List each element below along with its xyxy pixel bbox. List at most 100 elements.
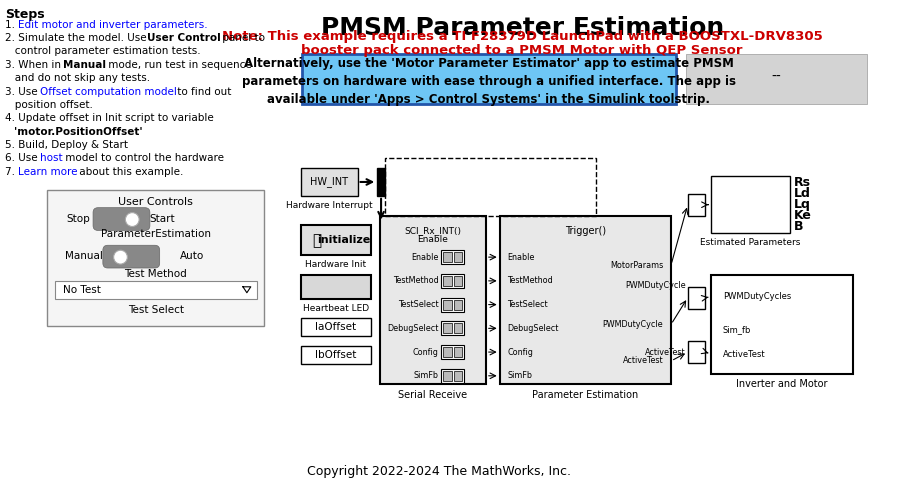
Text: User Control: User Control — [147, 33, 221, 43]
Text: Hardware Interrupt: Hardware Interrupt — [286, 201, 372, 210]
Text: Note: This example requires a TI F28379D LaunchPad with a BOOSTXL-DRV8305: Note: This example requires a TI F28379D… — [222, 30, 823, 43]
Bar — [688, 194, 705, 216]
Text: 3. Use: 3. Use — [4, 86, 40, 96]
Bar — [454, 324, 462, 333]
Text: 2. Simulate the model. Use: 2. Simulate the model. Use — [4, 33, 150, 43]
Text: Lq: Lq — [794, 198, 810, 211]
Text: Copyright 2022-2024 The MathWorks, Inc.: Copyright 2022-2024 The MathWorks, Inc. — [307, 465, 570, 478]
Text: IaOffset: IaOffset — [316, 323, 357, 332]
Text: PMSM Parameter Estimation: PMSM Parameter Estimation — [320, 16, 724, 40]
Text: Start: Start — [150, 214, 176, 224]
Text: Parameter Estimation: Parameter Estimation — [532, 390, 639, 400]
Text: ActiveTest: ActiveTest — [723, 349, 765, 359]
Bar — [443, 252, 451, 262]
Bar — [300, 168, 358, 196]
FancyBboxPatch shape — [93, 208, 150, 230]
Text: Config: Config — [508, 348, 534, 357]
Text: SCI_Rx_INT(): SCI_Rx_INT() — [405, 227, 461, 236]
Bar — [688, 287, 705, 309]
Text: 4. Update offset in Init script to variable: 4. Update offset in Init script to varia… — [4, 113, 213, 123]
Text: Manual: Manual — [63, 60, 106, 70]
Text: mode, run test in sequence: mode, run test in sequence — [105, 60, 252, 70]
Bar — [454, 252, 462, 262]
Circle shape — [114, 250, 127, 264]
Text: HW_INT: HW_INT — [310, 177, 348, 187]
Text: 3. When in: 3. When in — [4, 60, 65, 70]
Text: Enable: Enable — [508, 252, 535, 262]
Bar — [454, 276, 462, 286]
Text: ⏻: ⏻ — [312, 233, 321, 248]
Text: booster pack connected to a PMSM Motor with QEP Sensor: booster pack connected to a PMSM Motor w… — [301, 44, 743, 57]
Text: User Controls: User Controls — [118, 197, 193, 207]
Bar — [55, 281, 257, 299]
Text: Hardware Init: Hardware Init — [306, 260, 367, 269]
Text: Enable: Enable — [418, 235, 448, 244]
Bar — [443, 300, 451, 310]
Bar — [300, 226, 371, 255]
Bar — [711, 275, 853, 374]
Text: ParameterEstimation: ParameterEstimation — [100, 229, 211, 240]
FancyBboxPatch shape — [301, 54, 676, 104]
Text: TestMethod: TestMethod — [393, 276, 439, 286]
Text: IbOffset: IbOffset — [316, 350, 357, 360]
Bar — [440, 274, 465, 288]
Text: PWMDutyCycles: PWMDutyCycles — [723, 292, 791, 301]
Text: Steps: Steps — [4, 8, 45, 21]
Bar — [443, 276, 451, 286]
Text: PWMDutyCycle: PWMDutyCycle — [625, 281, 685, 290]
Bar — [300, 275, 371, 299]
Bar — [454, 300, 462, 310]
Text: Serial Receive: Serial Receive — [398, 390, 467, 400]
Text: ActiveTest: ActiveTest — [645, 348, 685, 357]
Text: Estimated Parameters: Estimated Parameters — [701, 239, 801, 247]
Text: Enable: Enable — [412, 252, 439, 262]
Text: Ke: Ke — [794, 209, 812, 222]
FancyBboxPatch shape — [103, 245, 160, 268]
Text: Inverter and Motor: Inverter and Motor — [736, 379, 828, 389]
Text: B: B — [794, 220, 803, 233]
Text: Heartbeat LED: Heartbeat LED — [303, 304, 369, 312]
Text: initialize: initialize — [318, 235, 370, 245]
Bar — [711, 176, 789, 233]
Bar — [440, 298, 465, 312]
Text: panel to: panel to — [219, 33, 266, 43]
Text: Test Method: Test Method — [125, 269, 187, 279]
Bar — [685, 54, 867, 104]
Text: 1.: 1. — [4, 20, 18, 30]
Text: DebugSelect: DebugSelect — [388, 324, 439, 333]
Bar — [47, 190, 265, 326]
Bar — [443, 324, 451, 333]
Text: position offset.: position offset. — [4, 100, 92, 110]
Text: Manual: Manual — [65, 251, 103, 261]
Bar — [454, 347, 462, 357]
Text: TestMethod: TestMethod — [508, 276, 553, 286]
Text: host: host — [40, 153, 63, 163]
Text: SimFb: SimFb — [508, 372, 533, 380]
Bar — [440, 250, 465, 264]
Text: Rs: Rs — [794, 177, 811, 190]
Text: 'motor.PositionOffset': 'motor.PositionOffset' — [14, 127, 144, 137]
Text: TestSelect: TestSelect — [398, 300, 439, 309]
Text: model to control the hardware: model to control the hardware — [62, 153, 224, 163]
Text: 7.: 7. — [4, 167, 18, 177]
Text: MotorParams: MotorParams — [610, 261, 663, 270]
Text: Sim_fb: Sim_fb — [723, 325, 752, 334]
Text: Stop: Stop — [66, 214, 91, 224]
Bar — [300, 318, 371, 336]
Text: to find out: to find out — [174, 86, 231, 96]
Bar — [385, 158, 596, 216]
Text: Ld: Ld — [794, 187, 810, 200]
Bar — [688, 341, 705, 363]
Text: Config: Config — [413, 348, 439, 357]
Text: and do not skip any tests.: and do not skip any tests. — [4, 73, 150, 83]
Text: Auto: Auto — [180, 251, 205, 261]
Circle shape — [126, 213, 139, 227]
Bar — [500, 216, 671, 384]
Text: No Test: No Test — [63, 285, 100, 295]
Text: control parameter estimation tests.: control parameter estimation tests. — [4, 47, 201, 57]
Bar — [440, 369, 465, 383]
Bar — [454, 371, 462, 381]
Text: PWMDutyCycle: PWMDutyCycle — [603, 320, 663, 329]
Text: Test Select: Test Select — [127, 305, 184, 314]
Text: ActiveTest: ActiveTest — [623, 357, 663, 365]
